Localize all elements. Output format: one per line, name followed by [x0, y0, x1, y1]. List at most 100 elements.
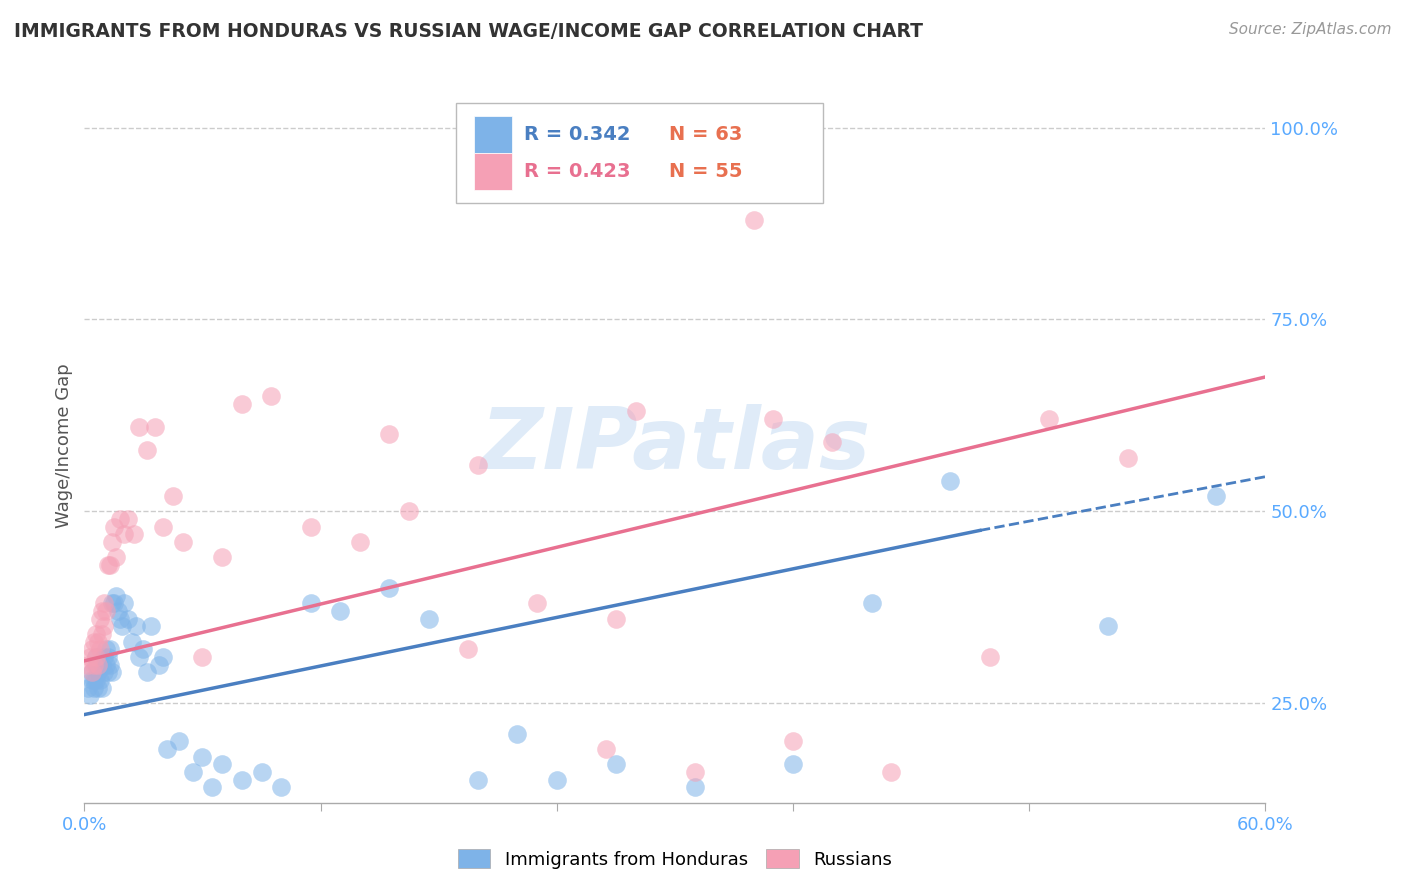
Point — [418, 612, 440, 626]
Point — [191, 749, 214, 764]
Text: N = 63: N = 63 — [669, 125, 742, 144]
FancyBboxPatch shape — [457, 103, 823, 203]
Point — [1038, 412, 1060, 426]
Point — [98, 642, 121, 657]
Point — [211, 757, 233, 772]
Point — [683, 765, 706, 780]
Point — [121, 634, 143, 648]
Point — [77, 681, 100, 695]
Point — [201, 780, 224, 795]
Point — [162, 489, 184, 503]
Point — [93, 596, 115, 610]
Point — [91, 627, 114, 641]
Point — [782, 734, 804, 748]
Point — [1205, 489, 1227, 503]
Point — [101, 596, 124, 610]
Point — [87, 634, 110, 648]
Point — [191, 650, 214, 665]
Point — [172, 535, 194, 549]
Point — [84, 673, 107, 687]
Point — [136, 442, 159, 457]
Point — [506, 727, 529, 741]
Point — [94, 642, 117, 657]
Point — [141, 619, 163, 633]
Point — [91, 681, 114, 695]
Point — [89, 673, 111, 687]
Point — [93, 665, 115, 680]
Point — [378, 581, 401, 595]
Text: Source: ZipAtlas.com: Source: ZipAtlas.com — [1229, 22, 1392, 37]
Point — [136, 665, 159, 680]
Text: R = 0.423: R = 0.423 — [523, 161, 630, 181]
Point — [457, 642, 479, 657]
Point — [97, 665, 120, 680]
Point — [87, 657, 110, 672]
Point — [624, 404, 647, 418]
Point — [84, 650, 107, 665]
Point — [349, 535, 371, 549]
Point — [122, 527, 145, 541]
Point — [112, 527, 135, 541]
Point — [1097, 619, 1119, 633]
Point — [605, 612, 627, 626]
Point — [467, 772, 489, 787]
Point — [83, 634, 105, 648]
Point — [91, 657, 114, 672]
FancyBboxPatch shape — [474, 153, 512, 190]
Point — [211, 550, 233, 565]
Point — [683, 780, 706, 795]
Point — [79, 689, 101, 703]
Point — [467, 458, 489, 473]
Point — [82, 665, 104, 680]
Point — [148, 657, 170, 672]
Point — [89, 612, 111, 626]
Point — [167, 734, 190, 748]
Point — [104, 589, 127, 603]
Point — [98, 558, 121, 572]
Point — [87, 681, 110, 695]
Point — [128, 650, 150, 665]
Point — [231, 772, 253, 787]
Point — [299, 519, 322, 533]
Point — [143, 419, 166, 434]
Point — [152, 519, 174, 533]
Text: ZIPatlas: ZIPatlas — [479, 404, 870, 488]
Point — [152, 650, 174, 665]
Point — [260, 389, 283, 403]
Point — [117, 512, 139, 526]
Point — [84, 627, 107, 641]
Point — [270, 780, 292, 795]
Point — [1116, 450, 1139, 465]
Point — [742, 212, 765, 227]
Point — [112, 596, 135, 610]
Point — [97, 558, 120, 572]
Point — [89, 642, 111, 657]
Point — [83, 657, 105, 672]
Point — [83, 673, 105, 687]
Point — [762, 412, 785, 426]
Y-axis label: Wage/Income Gap: Wage/Income Gap — [55, 364, 73, 528]
Point — [84, 650, 107, 665]
Point — [111, 619, 134, 633]
Point — [979, 650, 1001, 665]
Point — [94, 657, 117, 672]
Point — [108, 512, 131, 526]
Point — [526, 596, 548, 610]
Point — [107, 604, 129, 618]
FancyBboxPatch shape — [474, 116, 512, 153]
Point — [156, 742, 179, 756]
Point — [84, 657, 107, 672]
Point — [77, 657, 100, 672]
Point — [860, 596, 883, 610]
Point — [546, 772, 568, 787]
Text: N = 55: N = 55 — [669, 161, 742, 181]
Point — [89, 657, 111, 672]
Point — [605, 757, 627, 772]
Point — [101, 665, 124, 680]
Point — [128, 419, 150, 434]
Point — [101, 535, 124, 549]
Point — [939, 474, 962, 488]
Point — [108, 612, 131, 626]
Point — [87, 665, 110, 680]
Point — [91, 604, 114, 618]
